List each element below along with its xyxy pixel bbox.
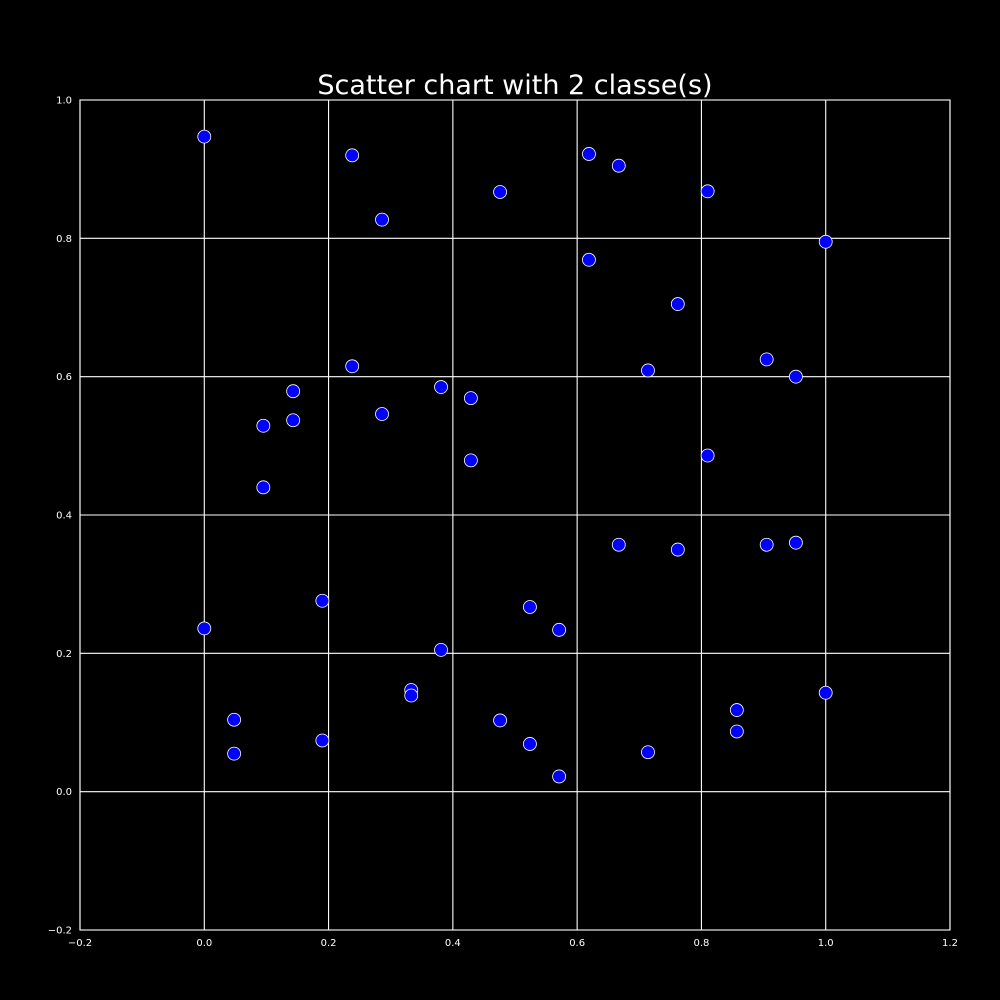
scatter-point [493, 713, 507, 728]
scatter-point [759, 537, 774, 552]
scatter-point [788, 535, 803, 550]
scatter-point [582, 147, 596, 161]
x-tick-label: 0.0 [196, 938, 212, 949]
y-tick-label: 0.0 [56, 787, 72, 798]
scatter-point [345, 148, 360, 163]
chart-title: Scatter chart with 2 classe(s) [317, 70, 712, 101]
x-tick-label: 0.4 [445, 938, 461, 949]
y-tick-label: 0.8 [56, 234, 72, 245]
scatter-point [286, 413, 301, 428]
scatter-point [345, 359, 360, 374]
y-tick-label: 1.0 [56, 96, 72, 107]
scatter-point [404, 688, 419, 703]
x-tick-label: 0.6 [569, 938, 585, 949]
scatter-point [463, 391, 478, 406]
scatter-point [197, 621, 212, 636]
scatter-point [700, 448, 715, 463]
scatter-point [611, 537, 626, 552]
scatter-point [434, 642, 448, 657]
plot-area-frame [79, 99, 951, 931]
scatter-point [227, 712, 242, 727]
scatter-point [670, 297, 685, 311]
x-tick-label: 0.2 [321, 938, 337, 949]
y-tick-label: 0.6 [56, 372, 72, 383]
x-tick-label: −0.2 [68, 938, 92, 949]
scatter-point [256, 480, 271, 495]
data-points [197, 129, 833, 784]
scatter-point [552, 769, 567, 784]
scatter-point [493, 185, 507, 199]
scatter-point [227, 746, 242, 761]
scatter-point [582, 252, 596, 267]
scatter-point [434, 380, 448, 394]
scatter-point [818, 234, 833, 249]
y-tick-label: 0.4 [56, 511, 72, 522]
scatter-point [463, 453, 478, 468]
scatter-point [375, 212, 389, 227]
x-tick-label: 1.0 [818, 938, 834, 949]
scatter-point [611, 158, 626, 173]
scatter-point [256, 418, 271, 433]
scatter-point [729, 703, 744, 717]
scatter-point [641, 745, 655, 760]
scatter-point [375, 407, 389, 421]
scatter-point [818, 685, 833, 700]
scatter-point [523, 600, 537, 614]
scatter-point [286, 384, 301, 399]
scatter-point [641, 363, 655, 378]
scatter-point [729, 724, 744, 739]
scatter-point [552, 622, 567, 637]
scatter-point [788, 369, 803, 384]
grid-lines [79, 99, 951, 931]
x-tick-label: 0.8 [693, 938, 709, 949]
scatter-point [315, 593, 330, 608]
y-axis-ticks: −0.2 0.0 0.2 0.4 0.6 0.8 1.0 [48, 96, 72, 937]
scatter-point [759, 352, 774, 367]
scatter-point [670, 542, 685, 557]
y-tick-label: 0.2 [56, 649, 72, 660]
scatter-point [523, 737, 537, 751]
x-axis-ticks: −0.2 0.0 0.2 0.4 0.6 0.8 1.0 1.2 [68, 938, 958, 949]
scatter-point [197, 129, 212, 144]
scatter-point [700, 184, 715, 199]
scatter-point [315, 733, 330, 748]
y-tick-label: −0.2 [48, 926, 72, 937]
x-tick-label: 1.2 [942, 938, 958, 949]
